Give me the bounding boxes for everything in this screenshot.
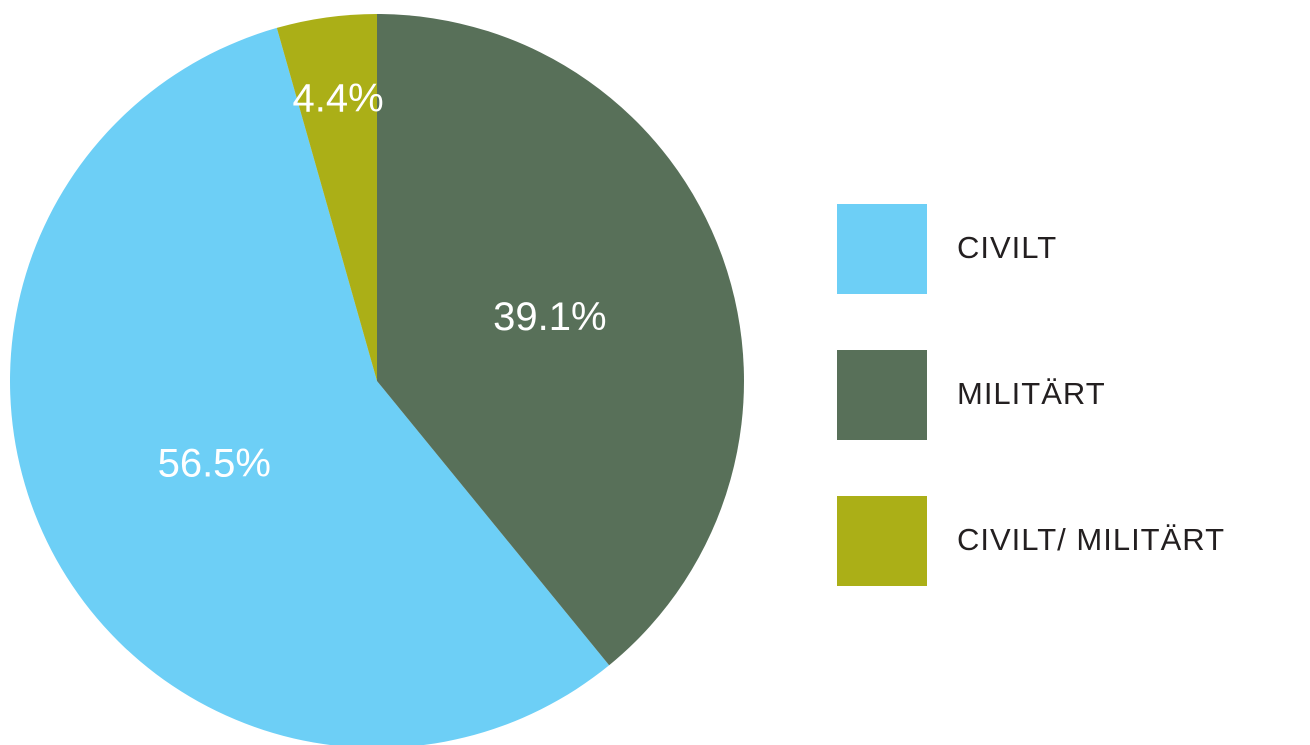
slice-label: 39.1%	[493, 295, 606, 339]
legend-label: CIVILT	[957, 230, 1057, 265]
pie-slice	[10, 27, 610, 745]
legend-label: CIVILT/ MILITÄRT	[957, 522, 1225, 557]
legend-swatch	[837, 496, 927, 586]
slice-label: 56.5%	[158, 441, 271, 485]
legend-label: MILITÄRT	[957, 376, 1106, 411]
pie-slice	[276, 14, 377, 381]
legend-swatch	[837, 204, 927, 294]
pie-slice	[377, 14, 745, 666]
slice-label: 4.4%	[292, 77, 383, 121]
legend-swatch	[837, 350, 927, 440]
